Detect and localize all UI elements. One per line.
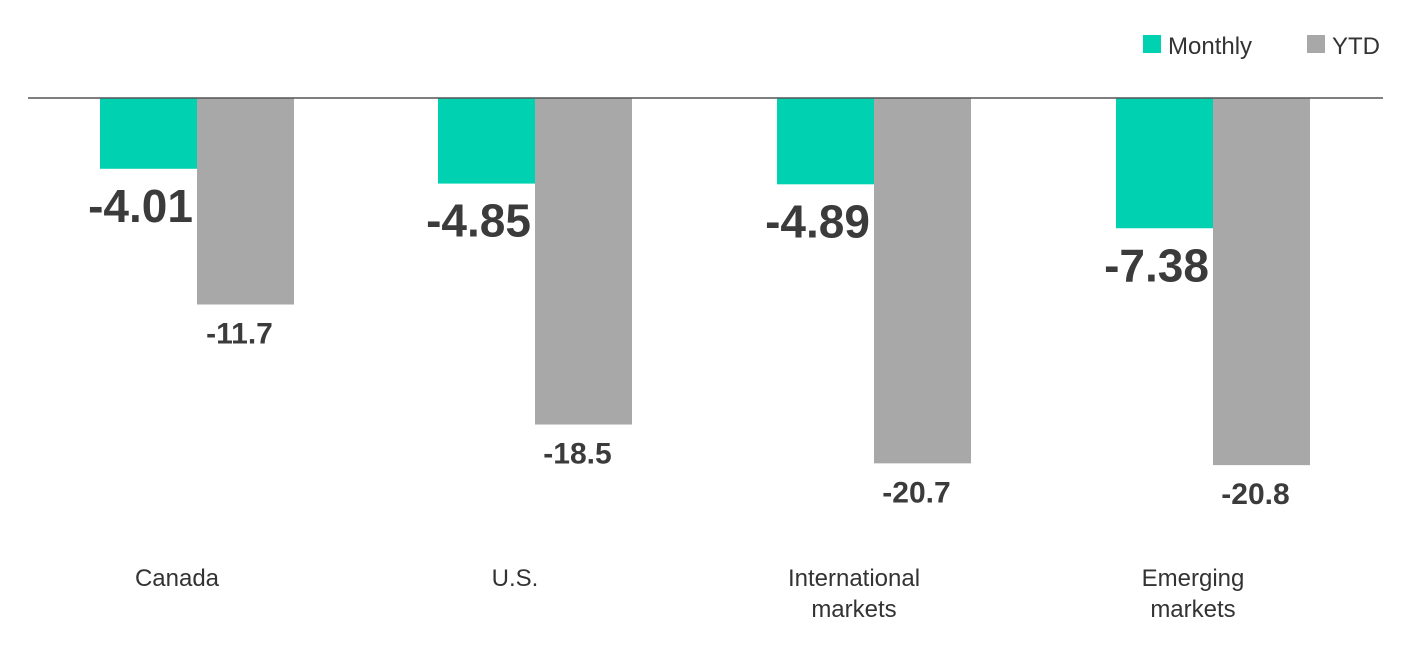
bar-ytd-0 <box>197 98 294 305</box>
label-monthly-1: -4.85 <box>426 195 531 247</box>
legend-label-monthly: Monthly <box>1168 33 1252 60</box>
bar-ytd-1 <box>535 98 632 425</box>
bar-ytd-2 <box>874 98 971 464</box>
legend-swatch-ytd <box>1307 35 1325 53</box>
legend-swatch-monthly <box>1143 35 1161 53</box>
label-ytd-3: -20.8 <box>1221 478 1289 511</box>
label-ytd-1: -18.5 <box>543 438 611 471</box>
category-labels: Canada U.S. International markets Emerging ma… <box>135 565 1244 623</box>
bar-monthly-2 <box>777 98 874 185</box>
label-monthly-2: -4.89 <box>765 195 870 247</box>
legend-label-ytd: YTD <box>1332 33 1380 60</box>
bar-ytd-3 <box>1213 98 1310 466</box>
legend: Monthly YTD <box>1143 33 1380 60</box>
category-label-0-0: Canada <box>135 565 220 592</box>
bar-monthly-3 <box>1116 98 1213 229</box>
bars <box>100 98 1310 466</box>
bar-monthly-1 <box>438 98 535 184</box>
bar-monthly-0 <box>100 98 197 169</box>
category-label-1-0: U.S. <box>492 565 539 592</box>
label-ytd-0: -11.7 <box>206 318 273 351</box>
label-monthly-0: -4.01 <box>88 180 193 232</box>
label-monthly-3: -7.38 <box>1104 239 1209 291</box>
label-ytd-2: -20.7 <box>882 476 950 509</box>
category-label-2-0: International <box>788 565 920 592</box>
value-labels: -4.01 -11.7 -4.85 -18.5 -4.89 -20.7 -7.38 -20.8 <box>88 180 1290 511</box>
category-label-3-1: markets <box>1150 596 1235 623</box>
category-label-3-0: Emerging <box>1142 565 1245 592</box>
category-label-2-1: markets <box>811 596 896 623</box>
